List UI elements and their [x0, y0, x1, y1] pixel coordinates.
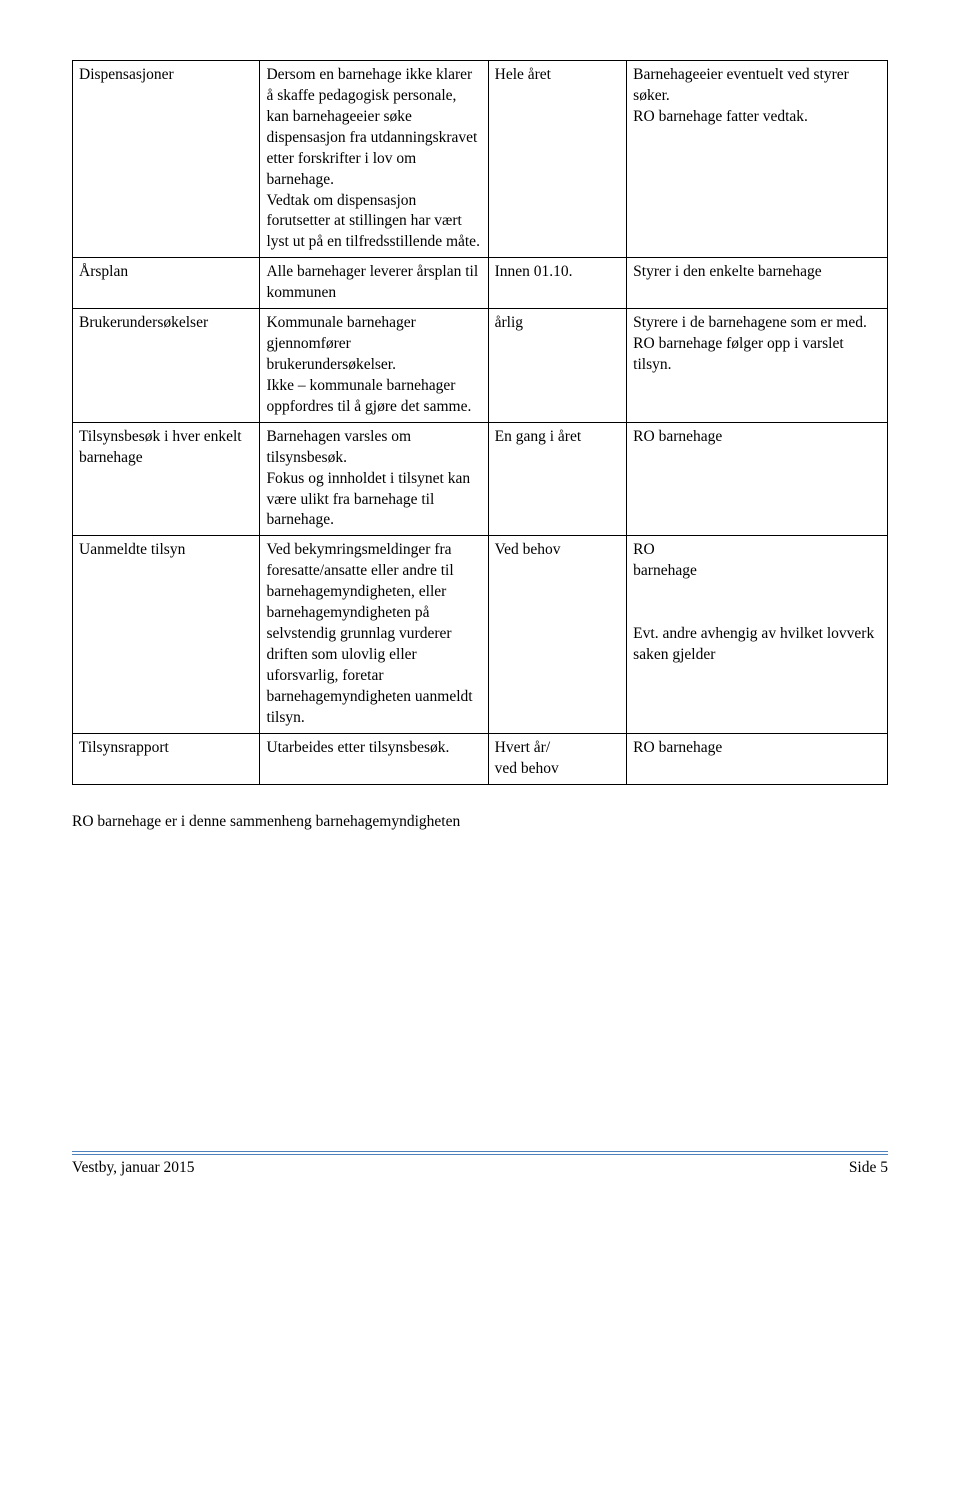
- cell-when: Hele året: [488, 61, 627, 258]
- cell-topic: Tilsynsbesøk i hver enkelt barnehage: [73, 422, 260, 536]
- cell-topic: Uanmeldte tilsyn: [73, 536, 260, 733]
- cell-desc: Dersom en barnehage ikke klarer å skaffe…: [260, 61, 488, 258]
- cell-who: RO barnehage: [627, 422, 888, 536]
- table-row: Brukerundersøkelser Kommunale barnehager…: [73, 309, 888, 423]
- cell-desc: Ved bekymringsmeldinger fra foresatte/an…: [260, 536, 488, 733]
- cell-topic: Årsplan: [73, 258, 260, 309]
- tilsyn-table: Dispensasjoner Dersom en barnehage ikke …: [72, 60, 888, 785]
- cell-when: En gang i året: [488, 422, 627, 536]
- cell-who: RObarnehageEvt. andre avhengig av hvilke…: [627, 536, 888, 733]
- cell-when: årlig: [488, 309, 627, 423]
- table-row: Dispensasjoner Dersom en barnehage ikke …: [73, 61, 888, 258]
- table-row: Uanmeldte tilsyn Ved bekymringsmeldinger…: [73, 536, 888, 733]
- cell-topic: Dispensasjoner: [73, 61, 260, 258]
- cell-who: Styrere i de barnehagene som er med.RO b…: [627, 309, 888, 423]
- cell-topic: Brukerundersøkelser: [73, 309, 260, 423]
- cell-desc: Barnehagen varsles om tilsynsbesøk.Fokus…: [260, 422, 488, 536]
- cell-desc: Alle barnehager leverer årsplan til komm…: [260, 258, 488, 309]
- cell-who: RO barnehage: [627, 733, 888, 784]
- cell-desc: Kommunale barnehager gjennomfører bruker…: [260, 309, 488, 423]
- footnote-text: RO barnehage er i denne sammenheng barne…: [72, 813, 888, 831]
- table-row: Årsplan Alle barnehager leverer årsplan …: [73, 258, 888, 309]
- cell-desc: Utarbeides etter tilsynsbesøk.: [260, 733, 488, 784]
- cell-topic: Tilsynsrapport: [73, 733, 260, 784]
- cell-who: Barnehageeier eventuelt ved styrer søker…: [627, 61, 888, 258]
- footer-left: Vestby, januar 2015: [72, 1159, 195, 1177]
- table-row: Tilsynsbesøk i hver enkelt barnehage Bar…: [73, 422, 888, 536]
- cell-when: Hvert år/ved behov: [488, 733, 627, 784]
- cell-when: Ved behov: [488, 536, 627, 733]
- table-row: Tilsynsrapport Utarbeides etter tilsynsb…: [73, 733, 888, 784]
- footer-right: Side 5: [849, 1159, 888, 1177]
- page-footer: Vestby, januar 2015 Side 5: [72, 1151, 888, 1177]
- page: Dispensasjoner Dersom en barnehage ikke …: [0, 0, 960, 1217]
- cell-who: Styrer i den enkelte barnehage: [627, 258, 888, 309]
- cell-when: Innen 01.10.: [488, 258, 627, 309]
